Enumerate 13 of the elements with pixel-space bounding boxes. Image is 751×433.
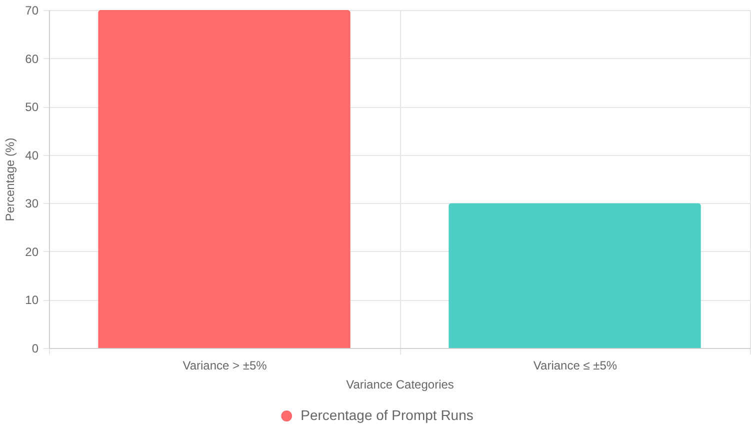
y-axis-title: Percentage (%) xyxy=(3,138,18,222)
y-tick-label: 40 xyxy=(25,148,39,162)
y-tick-label: 10 xyxy=(25,293,39,308)
legend-label: Percentage of Prompt Runs xyxy=(300,407,474,423)
y-tick-label: 60 xyxy=(25,52,39,66)
x-tick-label: Variance ≤ ±5% xyxy=(533,358,618,372)
x-tick-label: Variance > ±5% xyxy=(182,358,268,372)
y-tick-label: 0 xyxy=(32,342,39,356)
y-tick-label: 70 xyxy=(25,4,39,18)
y-tick-label: 20 xyxy=(25,244,39,259)
y-tick-label: 50 xyxy=(25,100,39,114)
y-tick-label: 30 xyxy=(25,196,39,211)
x-axis-title: Variance Categories xyxy=(346,378,454,392)
